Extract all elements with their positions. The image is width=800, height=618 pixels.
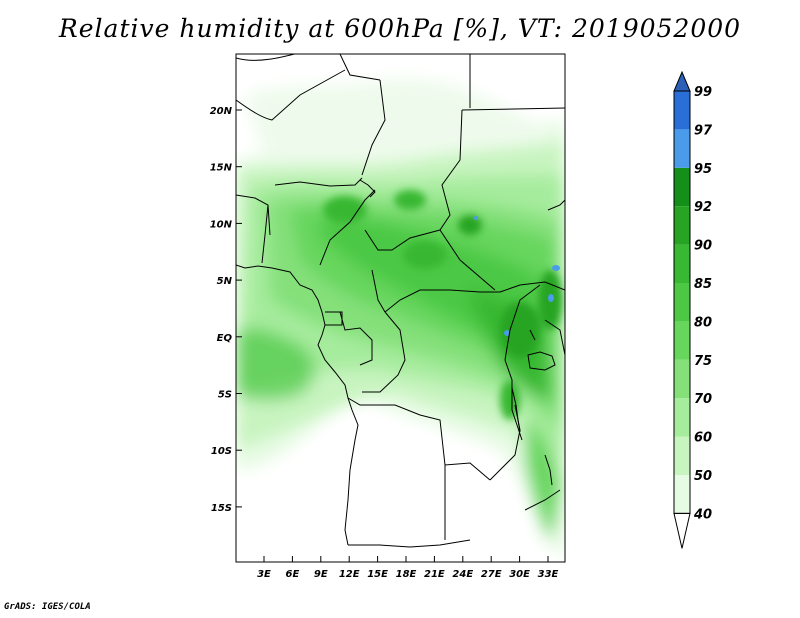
border-drc-east xyxy=(504,284,541,441)
lake-tanganyika xyxy=(511,387,521,433)
border-burkina-ghana xyxy=(236,194,271,236)
shade-southeast-tail xyxy=(525,420,560,540)
border-chad-sudan xyxy=(439,109,496,291)
lon-label: 15E xyxy=(367,569,388,580)
shade-western-strip xyxy=(236,328,315,401)
lon-label: 21E xyxy=(424,569,445,580)
colorbar-outline xyxy=(673,90,691,514)
border-egypt-sudan xyxy=(461,107,565,111)
coastlines xyxy=(236,179,556,546)
border-cameroon-car xyxy=(371,269,386,313)
longitude-axis: 3E 6E 9E 12E 15E 18E 21E 24E 27E 30E 33E xyxy=(257,556,559,580)
shade-core-4 xyxy=(458,215,482,235)
lat-label: EQ xyxy=(217,333,233,344)
colorbar-label: 97 xyxy=(694,123,713,138)
lat-label: 10N xyxy=(210,219,233,230)
colorbar: 40 50 60 70 75 80 85 90 92 95 97 99 xyxy=(673,70,713,549)
lake-chad xyxy=(359,179,376,198)
shade-core-2 xyxy=(394,190,426,210)
colorbar-segment xyxy=(674,398,690,437)
lon-label: 12E xyxy=(339,569,360,580)
lake-albert xyxy=(529,329,536,341)
colorbar-segment xyxy=(674,91,690,130)
humidity-field xyxy=(236,54,565,562)
lat-label: 20N xyxy=(210,106,233,117)
colorbar-label: 70 xyxy=(694,392,712,407)
colorbar-label: 99 xyxy=(694,85,712,100)
shade-core-3 xyxy=(403,241,447,269)
border-gabon-congo xyxy=(339,311,373,366)
border-mali-niger xyxy=(236,69,346,121)
border-zambia-malawi xyxy=(524,489,561,511)
lon-label: 33E xyxy=(538,569,559,580)
lat-label: 5S xyxy=(218,390,232,401)
shade-core-1 xyxy=(323,196,367,224)
colorbar-label: 95 xyxy=(694,162,712,177)
lat-label: 15N xyxy=(210,163,233,174)
lat-label: 10S xyxy=(211,446,232,457)
border-ethiopia xyxy=(547,199,565,211)
border-congo-drc xyxy=(362,311,406,393)
colorbar-label: 40 xyxy=(693,507,712,522)
border-angola-namibia xyxy=(348,539,471,548)
colorbar-segment xyxy=(674,206,690,245)
border-car-drc xyxy=(384,289,500,313)
colorbar-label: 92 xyxy=(694,200,712,215)
colorbar-segment xyxy=(674,244,690,283)
lake-malawi xyxy=(544,454,553,486)
colorbar-label: 75 xyxy=(694,354,712,369)
border-nigeria-niger xyxy=(274,177,363,187)
lon-label: 24E xyxy=(452,569,473,580)
border-sudan-ssudan xyxy=(499,281,565,293)
border-nigeria-cameroon xyxy=(319,189,376,266)
shade-core-5 xyxy=(500,302,540,358)
coast-west-africa xyxy=(236,264,359,546)
lat-label: 5N xyxy=(217,276,233,287)
colorbar-segment xyxy=(674,359,690,399)
shade-80-85 xyxy=(320,218,545,380)
lon-label: 27E xyxy=(481,569,502,580)
border-algeria-niger xyxy=(236,54,297,61)
border-chad-car xyxy=(364,229,441,251)
colorbar-bottom-arrow xyxy=(673,512,691,549)
colorbar-segment xyxy=(674,283,690,322)
blue-specks xyxy=(474,216,560,336)
colorbar-segment xyxy=(674,321,690,360)
lon-label: 30E xyxy=(509,569,530,580)
lat-label: 15S xyxy=(211,503,232,514)
colorbar-segment xyxy=(674,129,690,168)
colorbar-top-arrow xyxy=(673,70,691,92)
colorbar-segment xyxy=(674,436,690,475)
border-libya-niger xyxy=(339,54,381,81)
border-drc-angola xyxy=(347,397,491,481)
shade-core-7 xyxy=(500,380,520,420)
colorbar-label: 60 xyxy=(694,431,712,446)
border-uganda-kenya xyxy=(544,319,565,356)
grads-credit: GrADS: IGES/COLA xyxy=(4,602,91,612)
colorbar-label: 80 xyxy=(694,315,712,330)
colorbar-segment xyxy=(674,475,690,514)
colorbar-label: 90 xyxy=(694,239,712,254)
map-frame xyxy=(235,53,566,563)
border-eq-guinea xyxy=(325,311,343,326)
lon-label: 9E xyxy=(314,569,328,580)
colorbar-label: 50 xyxy=(694,469,712,484)
lon-label: 3E xyxy=(257,569,271,580)
colorbar-label: 85 xyxy=(694,277,712,292)
border-nigeria-benin xyxy=(261,204,269,264)
lon-label: 18E xyxy=(396,569,417,580)
colorbar-segment xyxy=(674,167,690,207)
lon-label: 6E xyxy=(286,569,300,580)
country-borders xyxy=(236,54,565,548)
latitude-axis: 20N 15N 10N 5N EQ 5S 10S 15S xyxy=(210,106,242,514)
map-title: Relative humidity at 600hPa [%], VT: 201… xyxy=(58,14,742,43)
border-niger-chad xyxy=(361,79,386,176)
lake-victoria xyxy=(527,351,556,371)
